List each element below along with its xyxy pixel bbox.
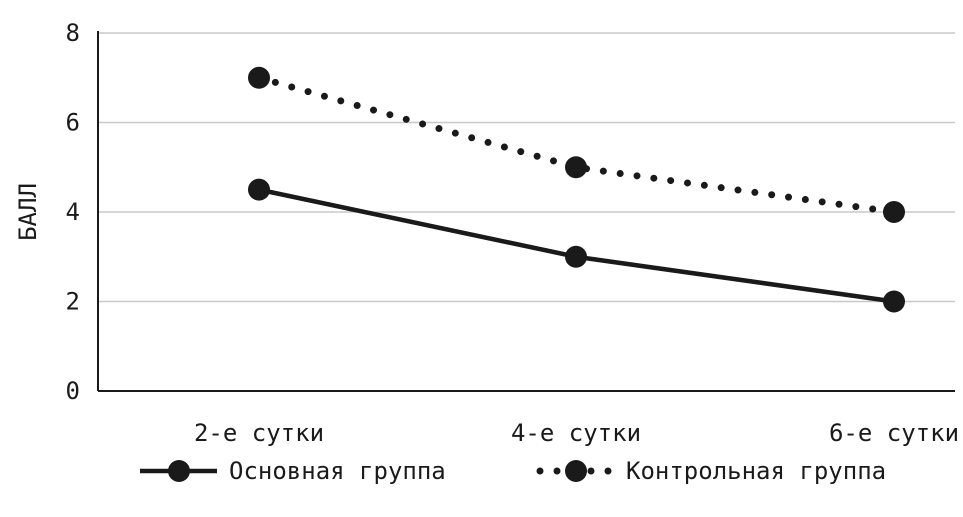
x-category-label-1: 2-е сутки xyxy=(194,419,324,447)
legend: Основная группа Контрольная группа xyxy=(140,457,886,485)
x-category-label-2: 4-е сутки xyxy=(511,419,641,447)
y-axis-title: БАЛЛ xyxy=(14,183,42,241)
series-1-point-1 xyxy=(248,178,270,201)
legend-marker-2 xyxy=(565,460,587,482)
y-tick-label-2: 2 xyxy=(66,288,80,316)
y-tick-label-0: 0 xyxy=(66,377,80,405)
legend-label-2: Контрольная группа xyxy=(626,457,886,485)
gridlines xyxy=(98,32,955,303)
x-category-labels: 2-е сутки 4-е сутки 6-е сутки xyxy=(194,419,959,447)
legend-item-1: Основная группа xyxy=(140,457,446,485)
legend-label-1: Основная группа xyxy=(229,457,446,485)
series-2 xyxy=(248,66,905,223)
legend-item-2: Контрольная группа xyxy=(536,457,886,485)
series-1-line xyxy=(258,187,895,304)
y-tick-label-4: 4 xyxy=(66,198,80,226)
x-category-label-3: 6-е сутки xyxy=(829,419,959,447)
series-2-point-3 xyxy=(883,201,905,223)
series-2-point-1 xyxy=(248,66,270,89)
y-tick-label-6: 6 xyxy=(66,109,80,137)
legend-marker-1 xyxy=(168,460,190,482)
series-1-point-3 xyxy=(883,290,905,313)
series-layer xyxy=(248,66,905,313)
y-tick-label-8: 8 xyxy=(66,19,80,47)
y-tick-labels: 0 2 4 6 8 xyxy=(66,19,80,405)
series-1 xyxy=(248,178,905,313)
series-1-point-2 xyxy=(565,245,587,268)
series-2-point-2 xyxy=(565,156,587,179)
series-2-line xyxy=(255,74,898,216)
axes xyxy=(97,31,955,392)
